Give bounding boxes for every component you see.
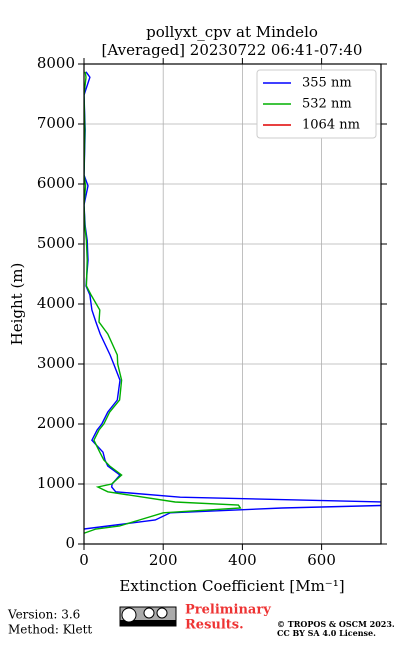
copyright: CC BY SA 4.0 License. — [277, 628, 376, 638]
y-tick-label: 0 — [65, 534, 75, 552]
x-tick-label: 0 — [79, 551, 89, 569]
y-axis-label: Height (m) — [8, 263, 26, 346]
method: Method: Klett — [8, 623, 92, 637]
legend-label: 1064 nm — [302, 118, 360, 133]
x-tick-label: 600 — [307, 551, 336, 569]
chart-title: pollyxt_cpv at Mindelo — [146, 23, 318, 41]
version: Version: 3.6 — [7, 608, 80, 622]
copyright: © TROPOS & OSCM 2023. — [277, 619, 395, 629]
y-tick-label: 1000 — [37, 474, 75, 492]
license-badge — [119, 606, 177, 627]
plot-frame — [83, 63, 382, 545]
y-tick-label: 4000 — [37, 294, 75, 312]
legend-label: 355 nm — [302, 76, 352, 91]
chart-title: [Averaged] 20230722 06:41-07:40 — [102, 41, 363, 59]
legend-box — [256, 69, 377, 139]
x-tick-label: 400 — [228, 551, 257, 569]
legend-label: 532 nm — [302, 97, 352, 112]
y-tick-label: 5000 — [37, 234, 75, 252]
y-tick-label: 8000 — [37, 54, 75, 72]
y-tick-label: 7000 — [37, 114, 75, 132]
x-axis-label: Extinction Coefficient [Mm⁻¹] — [119, 577, 344, 595]
x-tick-label: 200 — [149, 551, 178, 569]
preliminary-note: Results. — [185, 618, 244, 633]
profile-line — [84, 71, 242, 534]
y-tick-label: 2000 — [37, 414, 75, 432]
y-tick-label: 6000 — [37, 174, 75, 192]
preliminary-note: Preliminary — [185, 603, 271, 618]
y-tick-label: 3000 — [37, 354, 75, 372]
